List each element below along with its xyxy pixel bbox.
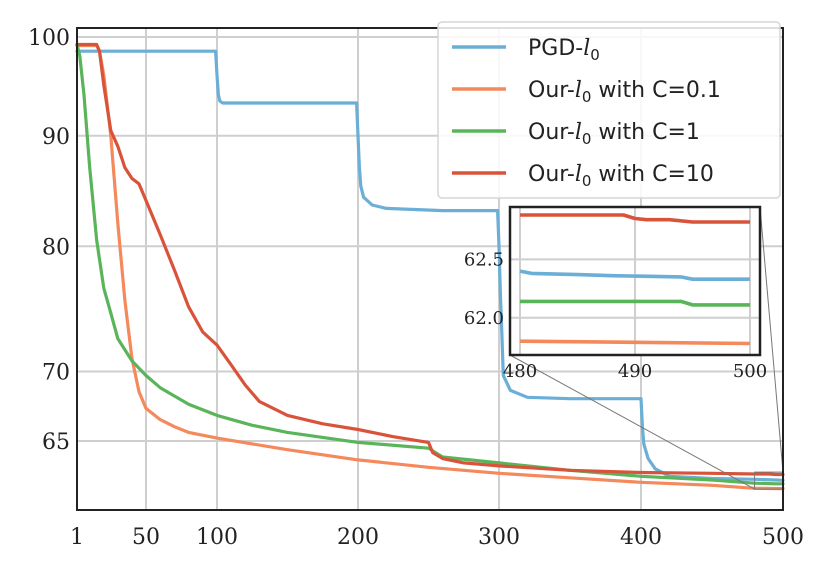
y-tick-label: 100 <box>28 26 70 51</box>
legend-label-1: Our-l0 with C=0.1 <box>528 78 721 106</box>
x-tick-label: 300 <box>478 525 520 550</box>
y-tick-label: 70 <box>42 360 70 385</box>
y-tick-label: 90 <box>42 125 70 150</box>
series-line-2 <box>75 42 785 486</box>
x-tick-label: 50 <box>132 525 160 550</box>
inset-frame <box>508 205 762 357</box>
x-tick-label: 500 <box>762 525 804 550</box>
inset-series-line-2 <box>520 299 750 307</box>
x-tick-label: 1 <box>70 525 84 550</box>
inset-series-line-1 <box>519 339 751 346</box>
tick-labels: 1 50 100 200 300 400 500 65 70 80 90 100 <box>28 26 804 550</box>
legend-label-3: Our-l0 with C=10 <box>528 162 714 190</box>
inset-x-tick-label: 490 <box>618 361 652 382</box>
legend: PGD-l0 Our-l0 with C=0.1 Our-l0 with C=1 Ou… <box>437 21 781 199</box>
y-tick-label: 80 <box>42 235 70 260</box>
plot-frame <box>76 27 784 511</box>
x-tick-label: 400 <box>620 525 662 550</box>
inset-series-line-0 <box>519 269 750 281</box>
main-axes <box>76 27 784 511</box>
series-line-3 <box>75 42 785 477</box>
connector-line <box>759 206 784 473</box>
legend-box <box>437 21 781 199</box>
inset-y-tick-label: 62.5 <box>464 249 504 270</box>
inset-x-tick-label: 500 <box>733 361 767 382</box>
inset-y-tick-label: 62.0 <box>464 308 504 329</box>
x-tick-label: 100 <box>196 525 238 550</box>
inset-series-line-3 <box>520 213 750 224</box>
legend-label-2: Our-l0 with C=1 <box>528 120 700 148</box>
inset-x-tick-label: 480 <box>503 361 537 382</box>
series-line-0 <box>75 49 785 482</box>
x-tick-label: 200 <box>337 525 379 550</box>
zoom-inset: 480 490 500 62.0 62.5 <box>464 205 767 382</box>
legend-label-0: PGD-l0 <box>528 36 600 64</box>
connector-line <box>509 354 755 490</box>
y-tick-label: 65 <box>42 430 70 455</box>
series-lines <box>75 42 785 491</box>
